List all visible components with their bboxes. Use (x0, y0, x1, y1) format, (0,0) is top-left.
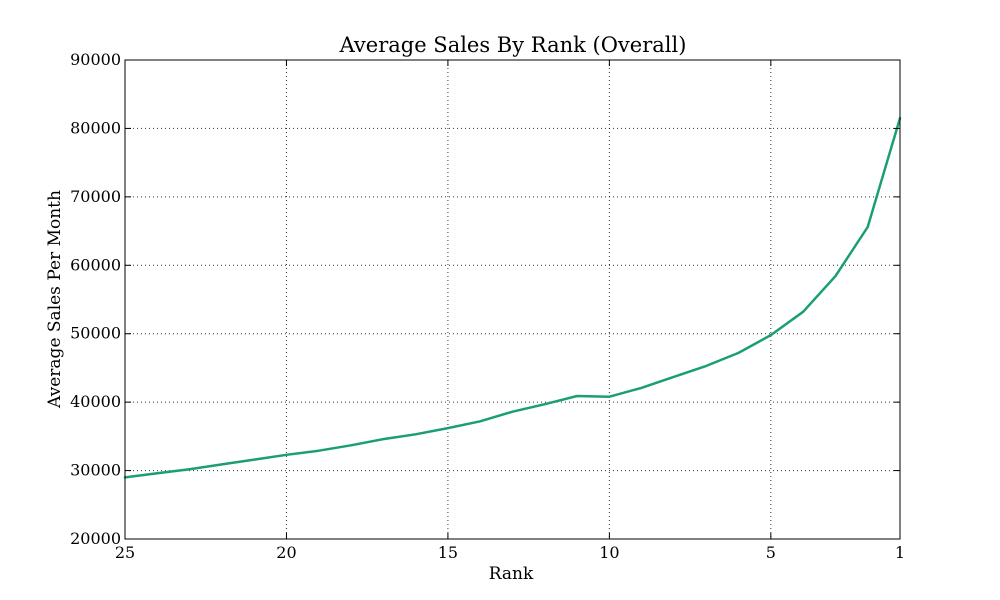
y-tick-label: 80000 (70, 118, 121, 137)
y-tick-label: 90000 (70, 50, 121, 69)
plot-frame (124, 59, 901, 540)
x-tick-label: 5 (766, 543, 776, 562)
x-tick-label: 20 (276, 543, 296, 562)
series-line (123, 116, 902, 479)
y-tick-label: 30000 (70, 461, 121, 480)
y-tick-label: 40000 (70, 392, 121, 411)
x-tick-label: 10 (599, 543, 619, 562)
x-tick-label: 25 (115, 543, 135, 562)
y-tick-label: 50000 (70, 324, 121, 343)
x-axis-label: Rank (489, 564, 534, 584)
x-tick-label: 1 (895, 543, 905, 562)
x-tick-label: 15 (438, 543, 458, 562)
y-axis-label: Average Sales Per Month (45, 190, 65, 409)
series-layer (123, 116, 902, 479)
y-tick-label: 60000 (70, 255, 121, 274)
chart-title: Average Sales By Rank (Overall) (339, 33, 687, 57)
y-tick-label: 20000 (70, 529, 121, 548)
axis-ticks: 25 20 15 10 5 1 20000 30000 40000 50000 60000 70000… (70, 50, 905, 562)
y-tick-label: 70000 (70, 187, 121, 206)
grid-lines (124, 59, 901, 540)
